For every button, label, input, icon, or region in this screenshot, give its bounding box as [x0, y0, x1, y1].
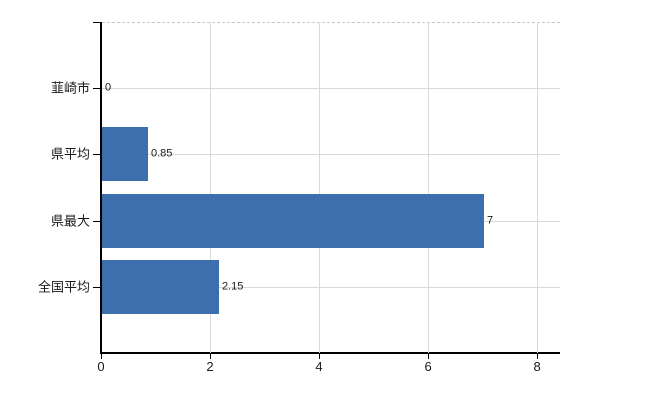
x-axis-tick: [428, 354, 430, 359]
x-axis-tick: [319, 354, 321, 359]
y-axis-tick: [93, 88, 100, 89]
vertical-gridline: [319, 22, 321, 353]
x-axis-tick: [101, 354, 102, 359]
y-axis-line: [100, 22, 102, 354]
vertical-gridline: [428, 22, 430, 353]
y-axis-tick: [93, 221, 100, 222]
horizontal-gridline: [102, 154, 560, 155]
x-axis-line: [100, 352, 560, 354]
bar-value-label: 0.85: [151, 147, 173, 160]
x-axis-tick-label: 4: [315, 359, 323, 374]
bar-value-label: 2.15: [222, 280, 244, 293]
vertical-gridline: [210, 22, 212, 353]
category-label: 県最大: [50, 213, 90, 229]
y-axis-tick: [93, 22, 100, 23]
y-axis-tick: [93, 154, 100, 155]
bar: [102, 194, 484, 248]
x-axis-tick-label: 0: [97, 359, 105, 374]
category-label: 韮崎市: [50, 80, 90, 96]
bar-value-label: 7: [487, 214, 494, 227]
x-axis-tick: [210, 354, 212, 359]
x-axis-tick-label: 2: [206, 359, 214, 374]
vertical-gridline: [537, 22, 539, 353]
bar: [102, 260, 219, 314]
x-axis-tick-label: 6: [424, 359, 432, 374]
horizontal-gridline: [102, 88, 560, 89]
x-axis-tick: [537, 354, 539, 359]
x-axis-tick-label: 8: [533, 359, 541, 374]
plot-area: [102, 22, 560, 353]
category-label: 県平均: [50, 146, 90, 162]
horizontal-gridline: [102, 287, 560, 288]
bar: [102, 127, 148, 181]
bar-value-label: 0: [105, 81, 112, 94]
y-axis-tick: [93, 287, 100, 288]
category-label: 全国平均: [37, 279, 90, 295]
